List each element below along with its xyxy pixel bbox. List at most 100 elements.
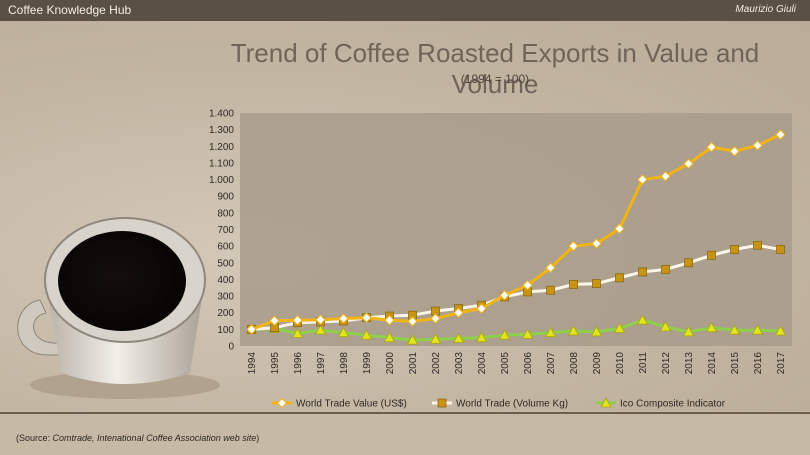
data-point [659, 321, 672, 332]
data-point [614, 223, 625, 234]
data-point [753, 240, 762, 250]
data-point [705, 321, 718, 333]
x-tick-label: 2017 [776, 352, 787, 375]
data-point [569, 280, 578, 289]
x-tick-label: 2010 [615, 352, 626, 375]
data-point [730, 245, 739, 254]
y-tick-label: 600 [217, 242, 234, 253]
series-1 [246, 129, 786, 335]
y-tick-label: 1.000 [209, 175, 234, 186]
y-tick-label: 0 [228, 342, 234, 353]
data-point [706, 141, 717, 153]
legend-item-1: World Trade Value (US$) [272, 397, 407, 410]
data-point [452, 332, 465, 343]
data-point [615, 273, 624, 283]
source-suffix: ) [256, 433, 260, 443]
legend-marker [600, 397, 612, 408]
data-point [751, 324, 764, 335]
x-tick-label: 1995 [270, 352, 281, 375]
chart-subtitle: (1994 = 100) [460, 72, 530, 86]
y-tick-label: 400 [217, 275, 234, 286]
data-point [453, 307, 464, 318]
y-tick-label: 300 [217, 292, 234, 303]
data-point [499, 290, 510, 301]
data-point [315, 314, 326, 325]
x-tick-label: 2013 [684, 352, 695, 375]
x-tick-label: 2016 [753, 352, 764, 375]
data-point [591, 238, 602, 249]
y-axis: 0 100 200 300 400 500 600 700 800 900 1.000 1.100 1.… [209, 109, 234, 353]
y-tick-label: 1.200 [209, 142, 234, 153]
y-tick-label: 500 [217, 258, 234, 269]
plot-area [240, 113, 792, 346]
x-tick-label: 1997 [316, 352, 327, 375]
y-tick-label: 1.300 [209, 125, 234, 136]
legend-label: World Trade (Volume Kg) [456, 399, 568, 410]
legend-label: World Trade Value (US$) [296, 399, 407, 410]
x-tick-label: 2006 [523, 352, 534, 375]
source-note: (Source: Comtrade, Intenational Coffee A… [16, 433, 259, 443]
data-point [430, 313, 441, 324]
data-point [475, 331, 488, 343]
y-tick-label: 700 [217, 225, 234, 236]
y-tick-label: 1.100 [209, 158, 234, 169]
x-tick-label: 2004 [477, 352, 488, 375]
legend-marker [276, 397, 288, 409]
x-tick-label: 2015 [730, 352, 741, 375]
data-point [590, 326, 603, 337]
x-tick-label: 2002 [431, 352, 442, 375]
data-point [406, 334, 419, 345]
data-point [522, 280, 533, 291]
x-tick-label: 2009 [592, 352, 603, 375]
data-point [752, 140, 763, 151]
data-point [269, 315, 280, 326]
x-tick-label: 2003 [454, 352, 465, 375]
y-tick-label: 800 [217, 208, 234, 219]
chart-title: Trend of Coffee Roasted Exports in Value… [230, 38, 760, 99]
series-group [245, 129, 787, 345]
author-name: Maurizio Giuli [735, 4, 796, 15]
y-tick-label: 100 [217, 325, 234, 336]
data-point [707, 250, 716, 260]
data-point [567, 325, 580, 336]
x-tick-label: 2011 [638, 352, 649, 374]
data-point [729, 146, 740, 157]
x-tick-label: 2012 [661, 352, 672, 375]
data-point [683, 158, 694, 169]
data-point [592, 279, 601, 288]
data-point [728, 324, 741, 335]
data-point [776, 245, 785, 254]
data-point [774, 325, 787, 336]
x-tick-label: 2007 [546, 352, 557, 375]
data-point [544, 326, 557, 338]
app-title: Coffee Knowledge Hub [8, 3, 132, 17]
data-point [337, 326, 350, 338]
top-bar: Coffee Knowledge Hub Maurizio Giuli [0, 0, 810, 21]
source-text: Comtrade, Intenational Coffee Associatio… [52, 433, 257, 443]
data-point [361, 312, 372, 323]
data-point [682, 326, 695, 337]
data-point [661, 265, 670, 274]
x-axis: 1994 1995 1996 1997 1998 1999 2000 2001 2002 2003… [247, 352, 787, 375]
data-point [360, 329, 373, 340]
y-tick-label: 1.400 [209, 109, 234, 120]
x-tick-label: 1994 [247, 352, 258, 375]
legend-item-2: World Trade (Volume Kg) [432, 399, 568, 410]
footer-divider [0, 412, 810, 414]
data-point [545, 262, 556, 273]
data-point [568, 240, 579, 252]
data-point [407, 316, 418, 327]
source-prefix: (Source: [16, 433, 53, 443]
data-point [291, 327, 304, 338]
y-tick-label: 900 [217, 192, 234, 203]
legend-marker [437, 398, 447, 408]
legend-item-3: Ico Composite Indicator [596, 397, 726, 410]
x-tick-label: 1998 [339, 352, 350, 375]
data-point [684, 258, 693, 268]
data-point [638, 267, 647, 277]
data-point [338, 313, 349, 324]
data-point [246, 324, 257, 335]
data-point [429, 333, 442, 344]
coffee-cup-image [17, 217, 220, 399]
